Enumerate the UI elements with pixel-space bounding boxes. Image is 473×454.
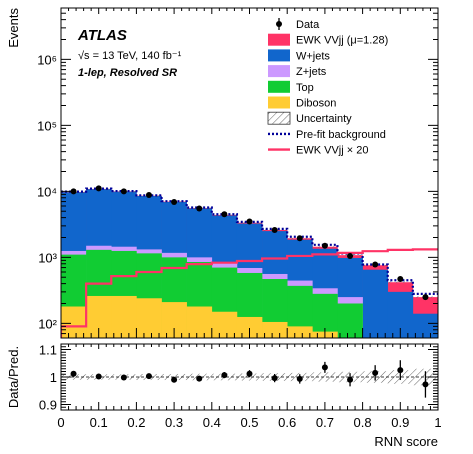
ratio-y-tick-label-0: 0.9 bbox=[39, 398, 57, 413]
x-tick-label-1: 0.1 bbox=[90, 415, 108, 430]
signal-x20-line bbox=[61, 248, 438, 338]
ratio-point-3 bbox=[145, 373, 152, 380]
ratio-point-14 bbox=[422, 381, 429, 388]
legend-item-6: Uncertainty bbox=[267, 111, 352, 125]
x-tick-label-4: 0.4 bbox=[203, 415, 221, 430]
data-point-7 bbox=[246, 218, 253, 225]
legend-swatch bbox=[268, 65, 290, 78]
bar-diboson-9 bbox=[287, 326, 313, 338]
legend-label-4: Top bbox=[296, 82, 314, 94]
bar-diboson-5 bbox=[186, 306, 213, 338]
data-point-10 bbox=[321, 242, 328, 249]
legend-item-5: Diboson bbox=[268, 96, 336, 110]
ratio-point-6 bbox=[221, 372, 228, 379]
ratio-point-1 bbox=[95, 373, 102, 380]
y-tick-label-1: 10³ bbox=[38, 250, 57, 265]
legend-swatch bbox=[267, 111, 291, 125]
ratio-point-13 bbox=[397, 367, 404, 374]
legend-item-8: EWK VVjj × 20 bbox=[268, 145, 368, 157]
ratio-point-7 bbox=[246, 370, 253, 377]
legend-item-7: Pre-fit background bbox=[268, 129, 386, 141]
bar-top-11 bbox=[337, 303, 363, 338]
ratio-y-tick-label-1: 1 bbox=[50, 370, 57, 385]
main-ylabel: Events bbox=[6, 8, 21, 48]
bar-diboson-3 bbox=[136, 298, 162, 338]
data-point-2 bbox=[120, 188, 127, 195]
main-uncertainty-13 bbox=[387, 281, 413, 284]
ratio-y-tick-label-2: 1.1 bbox=[39, 343, 57, 358]
data-point-9 bbox=[296, 235, 303, 242]
legend-label-5: Diboson bbox=[296, 98, 336, 110]
data-point-0 bbox=[70, 188, 77, 195]
legend-item-3: Z+jets bbox=[268, 65, 327, 78]
bar-diboson-2 bbox=[111, 295, 137, 338]
legend-swatch bbox=[268, 96, 290, 109]
legend-label-0: Data bbox=[296, 19, 320, 31]
ratio-point-2 bbox=[120, 374, 127, 381]
legend-label-6: Uncertainty bbox=[296, 113, 352, 125]
legend-marker bbox=[276, 21, 282, 27]
y-tick-label-4: 10⁶ bbox=[37, 52, 57, 67]
data-point-1 bbox=[95, 185, 102, 192]
data-point-14 bbox=[422, 294, 429, 301]
ratio-point-10 bbox=[321, 364, 328, 371]
data-point-8 bbox=[271, 226, 278, 233]
data-point-6 bbox=[221, 211, 228, 218]
experiment-label: ATLAS bbox=[77, 27, 127, 44]
main-plot: 10² 10³ 10⁴ 10⁵ 10⁶ Events bbox=[6, 7, 439, 339]
legend-label-7: Pre-fit background bbox=[296, 129, 386, 141]
energy-lumi-label: √s = 13 TeV, 140 fb⁻¹ bbox=[78, 50, 182, 62]
bar-diboson-6 bbox=[211, 311, 238, 338]
bar-w-jets-14 bbox=[412, 313, 438, 338]
x-axis-title: RNN score bbox=[374, 434, 438, 449]
x-tick-label-2: 0.2 bbox=[127, 415, 145, 430]
y-tick-label-2: 10⁴ bbox=[37, 184, 57, 199]
legend-label-3: Z+jets bbox=[296, 66, 327, 78]
ratio-plot: 0.9 1 1.1 0 0.1 0.2 0.3 0.4 0.5 0.6 0.7 0.8 0.9 1 Da… bbox=[6, 343, 442, 450]
legend-label-8: EWK VVjj × 20 bbox=[296, 145, 368, 157]
x-tick-label-7: 0.7 bbox=[316, 415, 334, 430]
legend-swatch bbox=[268, 80, 290, 93]
ratio-uncertainty-10 bbox=[312, 372, 338, 382]
legend: Data EWK VVjj (μ=1.28) W+jets Z+jets Top Dibo… bbox=[267, 18, 388, 157]
ratio-point-5 bbox=[196, 375, 203, 382]
ratio-point-0 bbox=[70, 370, 77, 377]
data-point-3 bbox=[145, 192, 152, 199]
data-point-11 bbox=[347, 252, 354, 259]
region-label: 1-lep, Resolved SR bbox=[78, 67, 177, 79]
data-point-13 bbox=[397, 275, 404, 282]
y-tick-label-3: 10⁵ bbox=[37, 118, 57, 133]
legend-swatch bbox=[268, 33, 290, 46]
y-tick-label-0: 10² bbox=[38, 316, 57, 331]
x-tick-label-3: 0.3 bbox=[165, 415, 183, 430]
legend-swatch bbox=[268, 49, 290, 62]
data-point-12 bbox=[372, 261, 379, 268]
legend-label-2: W+jets bbox=[296, 50, 330, 62]
ratio-ylabel: Data/Pred. bbox=[6, 346, 21, 408]
legend-item-1: EWK VVjj (μ=1.28) bbox=[268, 33, 388, 47]
legend-item-4: Top bbox=[268, 80, 314, 94]
legend-item-0: Data bbox=[276, 18, 320, 31]
ratio-point-9 bbox=[296, 375, 303, 382]
legend-label-1: EWK VVjj (μ=1.28) bbox=[296, 35, 388, 47]
x-tick-label-10: 1 bbox=[434, 415, 441, 430]
bar-diboson-7 bbox=[236, 316, 263, 338]
bar-diboson-0 bbox=[61, 306, 87, 338]
data-point-4 bbox=[171, 198, 178, 205]
x-tick-label-8: 0.8 bbox=[354, 415, 372, 430]
legend-item-2: W+jets bbox=[268, 49, 330, 62]
bar-w-jets-12 bbox=[362, 269, 389, 338]
ratio-point-4 bbox=[171, 376, 178, 383]
x-tick-label-9: 0.9 bbox=[391, 415, 409, 430]
data-point-5 bbox=[196, 205, 203, 212]
x-tick-label-5: 0.5 bbox=[240, 415, 258, 430]
ratio-point-8 bbox=[271, 375, 278, 382]
ratio-point-12 bbox=[372, 369, 379, 376]
ratio-point-11 bbox=[347, 376, 354, 383]
x-tick-label-6: 0.6 bbox=[278, 415, 296, 430]
x-tick-label-0: 0 bbox=[57, 415, 64, 430]
bar-diboson-8 bbox=[262, 321, 288, 338]
